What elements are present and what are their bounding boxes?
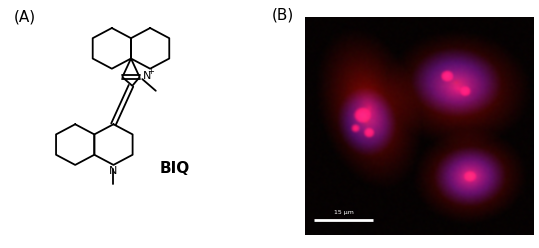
Text: +: +: [148, 67, 154, 76]
Text: N: N: [143, 71, 151, 81]
Text: (A): (A): [13, 10, 36, 25]
Text: N: N: [109, 166, 118, 176]
Text: BIQ: BIQ: [160, 161, 190, 176]
Text: (B): (B): [272, 7, 294, 22]
Text: 15 μm: 15 μm: [334, 210, 354, 215]
